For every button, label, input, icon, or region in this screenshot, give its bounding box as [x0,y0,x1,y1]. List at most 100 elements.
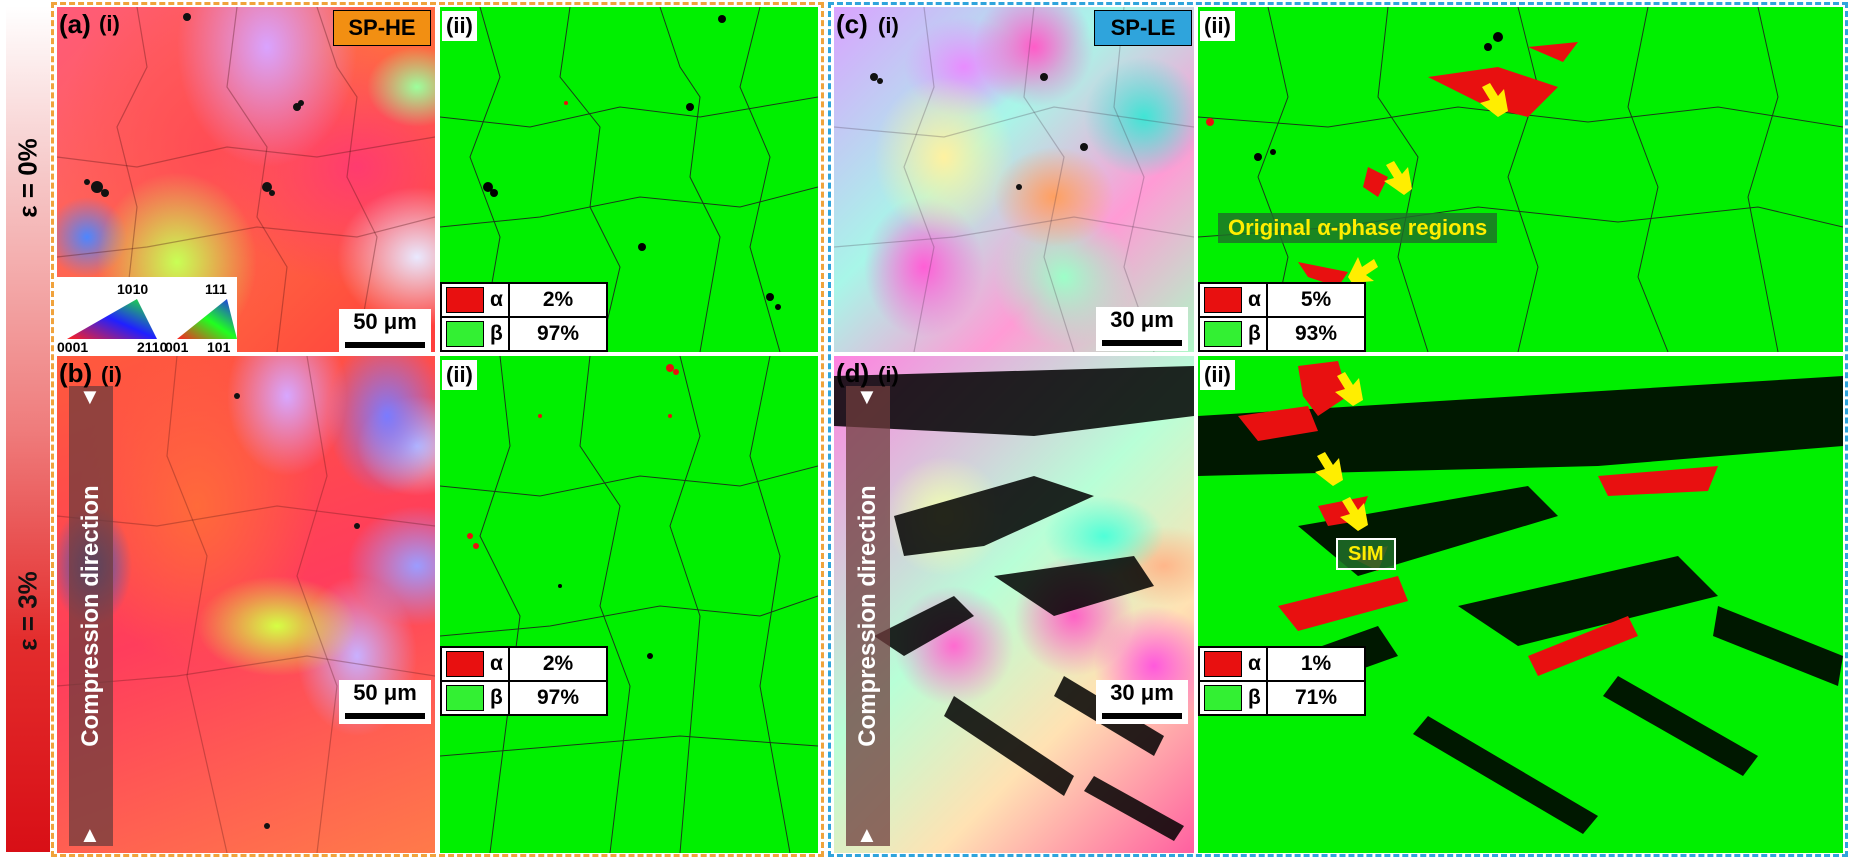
scale-bar-d-label: 30 μm [1110,680,1174,705]
compression-label-b: Compression direction [77,485,104,747]
legend-alpha-swatch-b [446,651,484,677]
legend-beta-value-a: 97% [509,317,607,351]
legend-beta-symbol-d: β [1248,686,1261,709]
panel-letter-b: (b) [59,358,93,388]
panel-b-i-ipf-map: Compression direction ▼ ▲ (b) (i) 50 μm [57,356,435,853]
panel-sub-b-i: (i) [101,362,122,387]
arrow-down-icon: ▼ [79,384,101,409]
legend-alpha-key-b: α [441,647,509,681]
compression-direction-d: Compression direction ▼ ▲ [846,384,890,847]
legend-beta-key-b: β [441,681,509,715]
phase-legend-b: α 2% β 97% [440,646,608,716]
legend-beta-key-a: β [441,317,509,351]
strain-label-3: ε = 3% [12,571,43,651]
panel-sub-c-i: (i) [878,13,899,38]
panel-b-ii-phase-map: (ii) α 2% β 97% [440,356,818,853]
ipf-color-key: 1010 0001 2110 111 001 101 [57,277,237,352]
legend-beta-swatch-d [1204,685,1242,711]
legend-alpha-key-d: α [1199,647,1267,681]
arrow-icons-d [1315,372,1368,531]
legend-beta-value-d: 71% [1267,681,1365,715]
scale-bar-b: 50 μm [339,680,431,724]
legend-alpha-key-c: α [1199,283,1267,317]
deformation-bands-d-ii [1198,361,1843,834]
legend-beta-key-c: β [1199,317,1267,351]
panel-sub-d-ii: (ii) [1200,360,1235,390]
legend-alpha-symbol-c: α [1248,288,1261,311]
scale-bar-a: 50 μm [339,309,431,352]
panel-sub-a-ii: (ii) [442,11,477,41]
panel-sub-c-ii: (ii) [1200,11,1235,41]
ipf-hex-triangle [67,299,157,339]
ipf-hex-left-label: 0001 [57,339,89,352]
legend-alpha-symbol-d: α [1248,652,1261,675]
legend-alpha-swatch-c [1204,287,1242,313]
compression-label-d: Compression direction [854,485,881,747]
legend-alpha-value-a: 2% [509,283,607,317]
scale-bar-b-line [345,713,425,719]
legend-alpha-value-c: 5% [1267,283,1365,317]
ipf-cubic-triangle [177,299,237,339]
arrow-up-icon: ▲ [856,822,878,847]
scale-bar-a-label: 50 μm [353,309,417,334]
annotation-sim: SIM [1336,538,1396,570]
panel-sub-b-ii: (ii) [442,360,477,390]
arrow-down-icon: ▼ [856,384,878,409]
scale-bar-a-line [345,342,425,348]
legend-beta-swatch-b [446,685,484,711]
scale-bar-b-label: 50 μm [353,680,417,705]
legend-alpha-value-b: 2% [509,647,607,681]
arrow-icons-c [1348,83,1508,283]
strain-gradient-bar: ε = 0% ε = 3% [6,6,50,852]
grain-boundaries-c-ii [1198,7,1843,352]
phase-legend-c: α 5% β 93% [1198,282,1366,352]
phase-legend-d: α 1% β 71% [1198,646,1366,716]
legend-beta-symbol-b: β [490,686,503,709]
panel-c-i-ipf-map: (c) (i) SP-LE 30 μm [834,7,1194,352]
legend-alpha-key-a: α [441,283,509,317]
ipf-cubic-right-label: 101 [207,339,231,352]
panel-sub-a-i: (i) [99,11,120,36]
grain-boundaries-b-ii [440,356,818,853]
strain-label-0: ε = 0% [12,138,43,218]
annotation-original-alpha: Original α-phase regions [1218,213,1498,243]
panel-d-i-ipf-map: Compression direction ▼ ▲ (d) (i) 30 μm [834,356,1194,853]
panel-letter-a: (a) [59,9,91,39]
panel-letter-d: (d) [836,358,870,388]
panel-d-ii-phase-map: (ii) SIM α 1% β 71% [1198,356,1843,853]
group-frame-sp-le [828,2,1848,857]
panel-c-ii-phase-map: (ii) Original α-phase regions α 5% β 93% [1198,7,1843,352]
sample-tag-sp-le: SP-LE [1094,10,1192,46]
scale-bar-c-label: 30 μm [1110,307,1174,332]
legend-alpha-swatch-d [1204,651,1242,677]
legend-alpha-symbol-b: α [490,652,503,675]
panel-sub-d-i: (i) [878,362,899,387]
scale-bar-c: 30 μm [1096,307,1188,351]
panel-letter-c: (c) [836,9,868,39]
phase-legend-a: α 2% β 97% [440,282,608,352]
legend-alpha-symbol-a: α [490,288,503,311]
compression-direction-b: Compression direction ▼ ▲ [69,384,113,847]
arrow-up-icon: ▲ [79,822,101,847]
legend-beta-swatch-c [1204,321,1242,347]
scale-bar-c-line [1102,340,1182,346]
legend-alpha-swatch-a [446,287,484,313]
ipf-cubic-left-label: 001 [165,339,189,352]
ipf-cubic-top-label: 111 [205,281,227,297]
legend-beta-symbol-c: β [1248,322,1261,345]
ipf-hex-right-label: 2110 [137,339,168,352]
panel-a-i-ipf-map: (a) (i) SP-HE 1010 0001 2110 111 001 101… [57,7,435,352]
scale-bar-d-line [1102,713,1182,719]
grain-boundaries-b-i [57,356,435,853]
group-frame-sp-he [51,2,824,857]
legend-beta-key-d: β [1199,681,1267,715]
legend-alpha-value-d: 1% [1267,647,1365,681]
scale-bar-d: 30 μm [1096,680,1188,724]
legend-beta-symbol-a: β [490,322,503,345]
ipf-hex-top-label: 1010 [117,281,149,297]
legend-beta-value-c: 93% [1267,317,1365,351]
grain-boundaries-a-ii [440,7,818,352]
legend-beta-value-b: 97% [509,681,607,715]
grain-boundaries-c-i [834,7,1194,352]
legend-beta-swatch-a [446,321,484,347]
